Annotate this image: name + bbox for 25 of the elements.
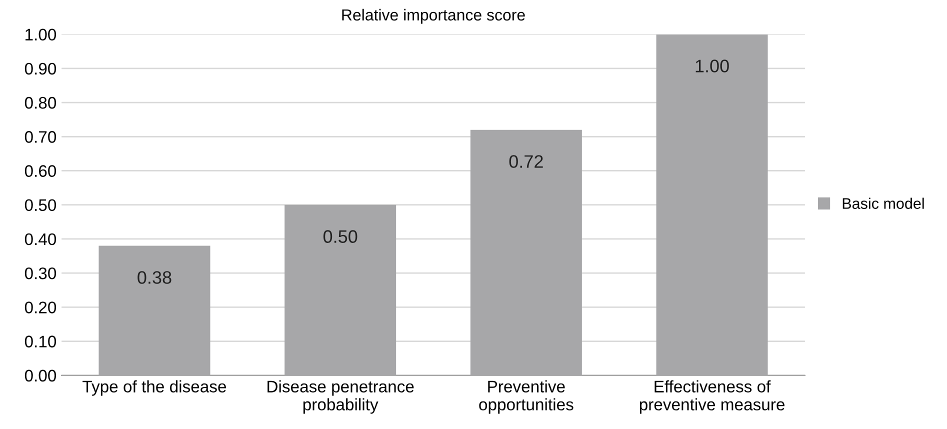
bar (98, 246, 210, 376)
chart-title: Relative importance score (342, 8, 525, 24)
x-tick-label: Disease penetrance probability (268, 380, 414, 414)
data-label: 0.50 (323, 230, 358, 243)
bar (656, 34, 768, 376)
y-tick-label: 0.80 (24, 96, 56, 109)
x-tick-label: Effectiveness of preventive measure (640, 380, 784, 414)
data-label: 0.38 (138, 271, 172, 284)
y-tick-label: 0.60 (24, 165, 56, 177)
y-tick-label: 0.20 (24, 302, 56, 314)
y-tick-label: 0.10 (24, 336, 56, 348)
legend-label: Basic model (842, 198, 924, 209)
data-label: 0.72 (509, 155, 543, 168)
bar (470, 130, 582, 376)
x-tick-label: Type of the disease (82, 380, 226, 396)
y-tick-label: 0.40 (24, 233, 56, 246)
x-tick-label: Preventive opportunities (479, 380, 574, 414)
y-tick-label: 0.50 (24, 199, 56, 212)
y-tick-label: 1.00 (26, 28, 56, 41)
y-tick-label: 0.70 (24, 131, 56, 143)
y-tick-label: 0.90 (24, 62, 56, 75)
bar (284, 204, 396, 376)
data-label: 1.00 (696, 60, 729, 72)
y-tick-label: 0.30 (24, 267, 56, 280)
y-tick-label: 0.00 (24, 370, 56, 382)
